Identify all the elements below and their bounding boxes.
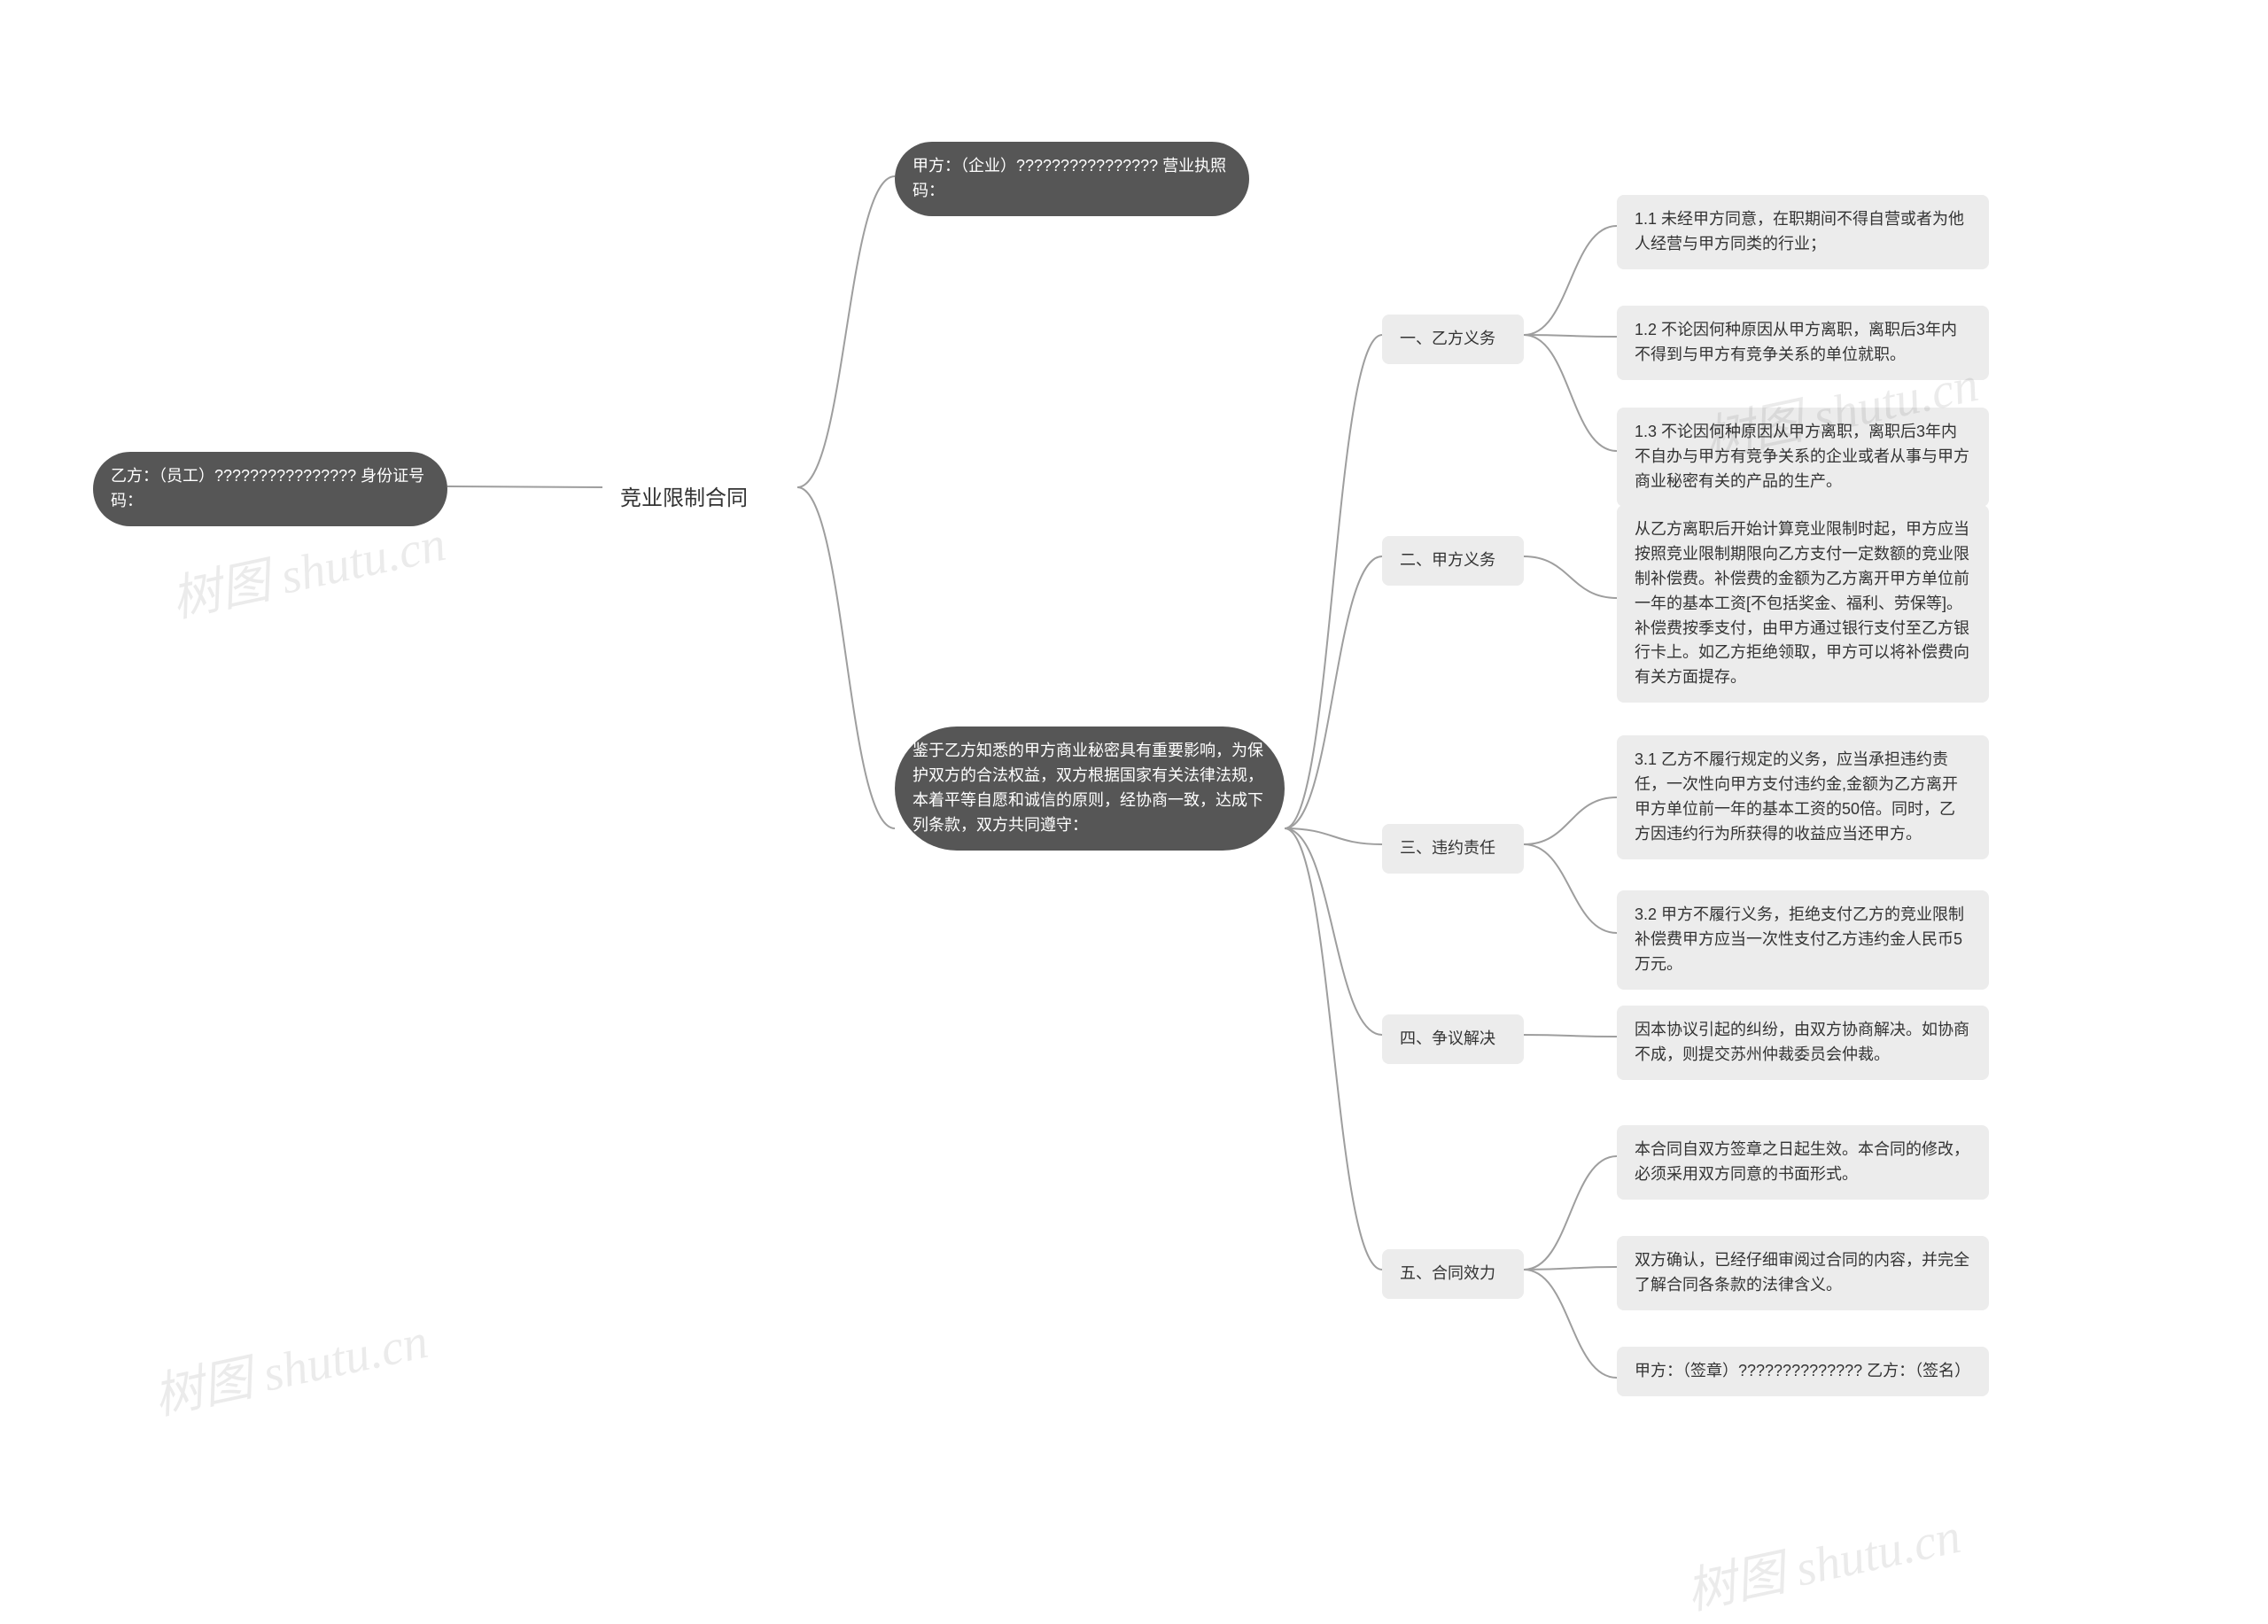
leaf-5-2[interactable]: 双方确认，已经仔细审阅过合同的内容，并完全了解合同各条款的法律含义。 <box>1617 1236 1989 1310</box>
watermark: 树图 shutu.cn <box>146 1301 433 1429</box>
node-preamble[interactable]: 鉴于乙方知悉的甲方商业秘密具有重要影响，为保护双方的合法权益，双方根据国家有关法… <box>895 727 1285 851</box>
section-3[interactable]: 三、违约责任 <box>1382 824 1524 874</box>
section-2[interactable]: 二、甲方义务 <box>1382 536 1524 586</box>
section-5[interactable]: 五、合同效力 <box>1382 1249 1524 1299</box>
leaf-4-1[interactable]: 因本协议引起的纠纷，由双方协商解决。如协商不成，则提交苏州仲裁委员会仲裁。 <box>1617 1006 1989 1080</box>
leaf-1-2[interactable]: 1.2 不论因何种原因从甲方离职，离职后3年内不得到与甲方有竞争关系的单位就职。 <box>1617 306 1989 380</box>
leaf-5-1[interactable]: 本合同自双方签章之日起生效。本合同的修改，必须采用双方同意的书面形式。 <box>1617 1125 1989 1200</box>
leaf-3-1[interactable]: 3.1 乙方不履行规定的义务，应当承担违约责任，一次性向甲方支付违约金,金额为乙… <box>1617 735 1989 859</box>
leaf-5-3[interactable]: 甲方：（签章）?????????????? 乙方：（签名） <box>1617 1347 1989 1396</box>
section-4[interactable]: 四、争议解决 <box>1382 1014 1524 1064</box>
node-party-a[interactable]: 甲方：（企业）???????????????? 营业执照码： <box>895 142 1249 216</box>
watermark: 树图 shutu.cn <box>1679 1496 1966 1624</box>
leaf-2-1[interactable]: 从乙方离职后开始计算竞业限制时起，甲方应当按照竞业限制期限向乙方支付一定数额的竞… <box>1617 505 1989 703</box>
root-node[interactable]: 竞业限制合同 <box>602 470 797 527</box>
leaf-1-3[interactable]: 1.3 不论因何种原因从甲方离职，离职后3年内不自办与甲方有竞争关系的企业或者从… <box>1617 408 1989 507</box>
section-1[interactable]: 一、乙方义务 <box>1382 315 1524 364</box>
leaf-1-1[interactable]: 1.1 未经甲方同意，在职期间不得自营或者为他人经营与甲方同类的行业； <box>1617 195 1989 269</box>
leaf-3-2[interactable]: 3.2 甲方不履行义务，拒绝支付乙方的竞业限制补偿费甲方应当一次性支付乙方违约金… <box>1617 890 1989 990</box>
node-party-b[interactable]: 乙方：（员工）???????????????? 身份证号码： <box>93 452 447 526</box>
